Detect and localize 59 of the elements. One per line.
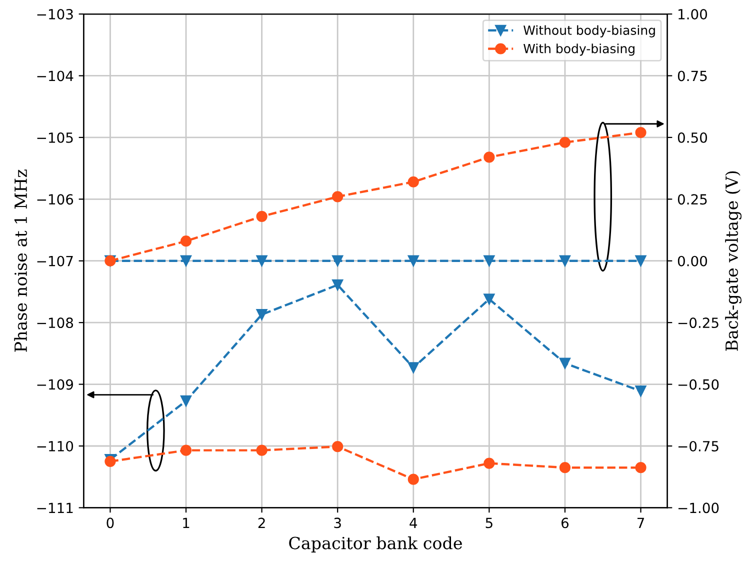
y2-tick-label: −1.00 [678, 502, 719, 514]
x-tick-label: 2 [258, 518, 265, 528]
point [408, 362, 419, 374]
point [635, 126, 646, 138]
y-tick-label: −111 [37, 502, 73, 513]
point [408, 474, 419, 485]
x-tick-label: 3 [334, 518, 341, 528]
y-tick-label: −105 [37, 132, 73, 143]
y-axis-title: Phase noise at 1 MHz [14, 170, 28, 352]
y2-tick-label: 0.25 [678, 194, 707, 205]
point [180, 395, 192, 407]
y2-tick-label: −0.75 [678, 440, 718, 452]
y-tick-label: −106 [37, 194, 74, 205]
point [635, 255, 646, 266]
point [256, 444, 268, 456]
point [408, 255, 419, 266]
point [180, 236, 192, 247]
y2-tick-label: −0.25 [678, 318, 718, 328]
x-axis-title: Capacitor bank code [289, 536, 462, 553]
y-tick-label: −104 [37, 70, 74, 82]
x-tick-label: 1 [183, 518, 190, 528]
point [332, 191, 344, 202]
point [559, 462, 571, 474]
y-tick-label: −109 [37, 379, 73, 390]
y2-tick-label: −0.50 [678, 379, 719, 390]
point [180, 255, 192, 266]
point [332, 255, 344, 266]
y-tick-label: −110 [37, 440, 74, 452]
point [256, 255, 268, 266]
point [559, 255, 571, 266]
y2-tick-label: 0.75 [678, 70, 707, 82]
x-tick-label: 0 [106, 518, 114, 528]
legend-label: With body-biasing [524, 44, 634, 56]
point [484, 255, 495, 266]
x-tick-label: 4 [410, 518, 418, 528]
x-tick-label: 7 [637, 518, 644, 528]
y2-tick-label: 1.00 [678, 8, 708, 20]
y-tick-label: −107 [37, 256, 73, 266]
y-tick-label: −108 [37, 318, 74, 328]
point [559, 136, 571, 148]
point [484, 458, 495, 469]
point [484, 152, 495, 163]
y2-tick-label: 0.00 [678, 256, 708, 266]
point [635, 386, 646, 397]
y-tick-label: −103 [37, 8, 73, 20]
point [484, 294, 495, 305]
y2-tick-label: 0.50 [678, 132, 708, 143]
point [408, 176, 419, 188]
point [559, 358, 571, 369]
point [332, 441, 344, 452]
point [256, 210, 268, 222]
point [635, 462, 646, 474]
point [256, 308, 268, 320]
point [332, 279, 344, 290]
y2-axis-title: Back-gate voltage (V) [725, 171, 742, 351]
x-tick-label: 6 [562, 518, 569, 528]
legend-label: Without body-biasing [524, 25, 655, 38]
point [180, 444, 192, 456]
x-tick-label: 5 [486, 518, 492, 528]
